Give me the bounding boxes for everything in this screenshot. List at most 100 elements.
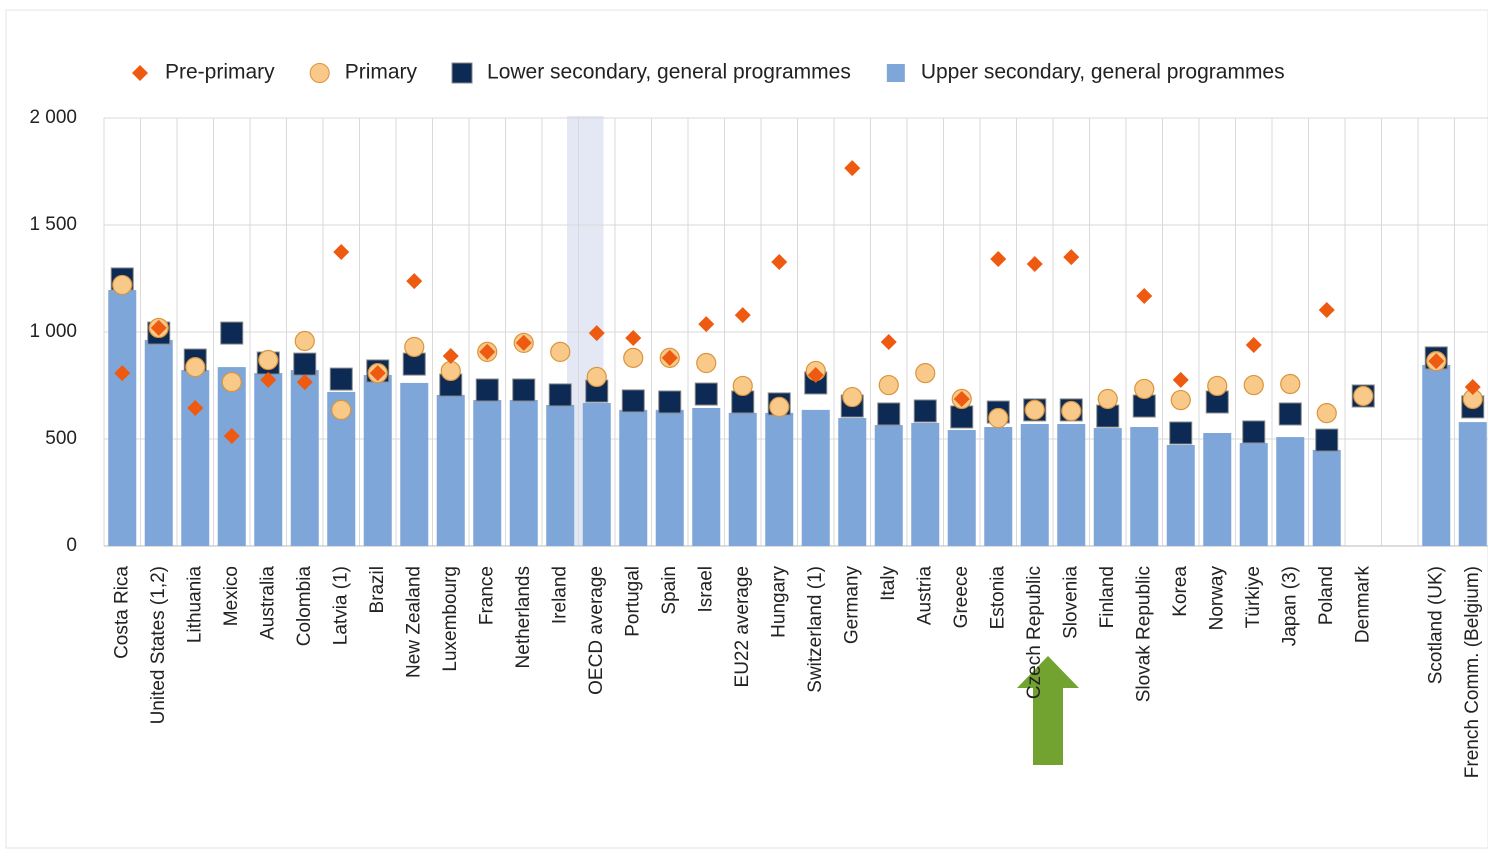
y-tick-label: 2 000	[29, 107, 77, 128]
square-marker	[913, 399, 937, 423]
circle-marker	[550, 341, 571, 363]
circle-marker	[1061, 400, 1082, 422]
x-tick-label: Switzerland (1)	[805, 566, 826, 693]
diamond-marker	[588, 325, 605, 342]
bar	[1130, 427, 1159, 546]
x-tick-label: Slovak Republic	[1133, 566, 1154, 702]
diamond-marker	[807, 367, 824, 384]
bar	[1020, 424, 1049, 546]
x-tick-label: Greece	[951, 566, 972, 628]
legend-swatch	[886, 64, 905, 82]
bar	[1422, 364, 1451, 546]
circle-marker	[988, 407, 1009, 429]
square-marker	[1315, 428, 1339, 452]
diamond-marker	[223, 428, 240, 445]
bar	[984, 427, 1013, 546]
circle-marker	[404, 336, 425, 358]
marks	[108, 160, 1487, 546]
circle-marker	[258, 349, 279, 371]
bar	[728, 412, 757, 546]
diamond-marker	[1428, 353, 1445, 370]
bar	[1458, 422, 1487, 546]
square-marker	[1278, 402, 1302, 426]
x-tick-label: Colombia	[294, 566, 315, 647]
x-tick-label: Ireland	[549, 566, 570, 624]
diamond-marker	[880, 334, 897, 351]
square-marker	[293, 352, 317, 376]
square-marker	[329, 367, 353, 391]
bar	[108, 290, 137, 546]
diamond-marker	[990, 251, 1007, 268]
circle-marker	[915, 362, 936, 384]
diamond-marker	[187, 399, 204, 416]
diamond-marker	[1318, 301, 1335, 318]
y-tick-label: 1 500	[29, 214, 77, 235]
circle-marker	[1243, 374, 1264, 396]
bar	[254, 373, 283, 546]
bar	[509, 400, 538, 546]
diamond-marker	[1136, 288, 1153, 305]
bar	[473, 400, 502, 546]
bar	[217, 367, 246, 546]
x-tick-label: Italy	[878, 566, 899, 601]
circle-marker	[842, 386, 863, 408]
x-tick-label: Portugal	[622, 566, 643, 637]
diamond-marker	[734, 307, 751, 324]
bar	[400, 382, 429, 546]
x-tick-label: Brazil	[367, 566, 388, 614]
x-tick-label: Finland	[1097, 566, 1118, 628]
circle-marker	[623, 347, 644, 368]
square-marker	[475, 378, 499, 402]
bar	[1203, 433, 1232, 546]
x-tick-label: Slovenia	[1060, 566, 1081, 639]
bar	[144, 339, 173, 546]
x-tick-label: Türkiye	[1243, 566, 1264, 628]
circle-marker	[1024, 399, 1045, 420]
diamond-marker	[260, 371, 277, 388]
diamond-marker	[661, 349, 678, 366]
legend-swatch	[132, 65, 148, 81]
diamond-marker	[333, 243, 350, 260]
x-tick-label: Estonia	[987, 566, 1008, 630]
x-tick-label: Germany	[841, 566, 862, 645]
circle-marker	[185, 356, 206, 378]
diamond-marker	[150, 319, 167, 336]
grid	[103, 117, 1488, 547]
x-tick-label: Luxembourg	[440, 566, 461, 672]
legend-label: Lower secondary, general programmes	[487, 61, 851, 84]
bar	[692, 407, 721, 546]
circle-marker	[732, 375, 753, 397]
bar	[546, 404, 575, 546]
x-tick-label: Netherlands	[513, 566, 534, 668]
bar	[765, 412, 794, 546]
x-tick-label: New Zealand	[403, 566, 424, 678]
square-marker	[548, 383, 572, 407]
legend-label: Upper secondary, general programmes	[921, 61, 1285, 84]
square-marker	[220, 321, 244, 345]
y-tick-label: 500	[45, 428, 77, 449]
bar	[1276, 437, 1305, 546]
circle-marker	[1097, 388, 1118, 410]
legend-swatch	[451, 62, 473, 84]
x-tick-label: Mexico	[221, 566, 242, 626]
bar	[655, 409, 684, 546]
diamond-marker	[406, 273, 423, 290]
square-marker	[1242, 420, 1266, 444]
bar	[1057, 424, 1086, 546]
circle-marker	[294, 330, 315, 352]
square-marker	[621, 389, 645, 413]
bar	[874, 425, 903, 546]
diamond-marker	[1026, 255, 1043, 272]
legend-label: Primary	[345, 61, 418, 84]
x-tick-label: Norway	[1206, 566, 1227, 631]
diamond-marker	[515, 334, 532, 351]
bar	[1312, 449, 1341, 546]
bar	[947, 430, 976, 546]
circle-marker	[586, 366, 607, 388]
circle-marker	[1353, 385, 1374, 407]
circle-marker	[878, 374, 899, 396]
x-tick-label: Korea	[1170, 566, 1191, 617]
bar	[838, 418, 867, 546]
x-tick-label: Latvia (1)	[330, 566, 351, 645]
